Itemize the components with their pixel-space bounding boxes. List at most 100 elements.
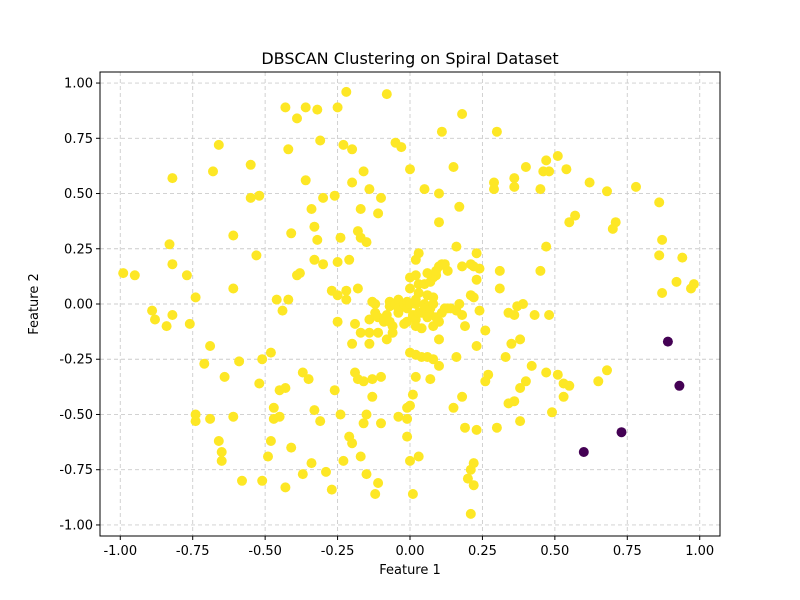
data-point	[451, 352, 462, 362]
data-point	[228, 283, 239, 294]
data-point	[547, 407, 557, 418]
data-point	[468, 458, 479, 469]
data-point	[489, 184, 499, 195]
data-point	[332, 257, 343, 267]
data-point	[526, 360, 537, 371]
data-point	[341, 285, 352, 296]
data-point	[506, 338, 517, 349]
data-point	[283, 294, 294, 305]
data-point	[216, 455, 227, 466]
data-point	[674, 380, 685, 391]
data-point	[364, 327, 375, 338]
data-point	[483, 369, 494, 380]
data-point	[280, 383, 291, 393]
data-point	[434, 217, 444, 228]
data-point	[468, 480, 479, 491]
data-point	[434, 316, 444, 327]
data-point	[425, 374, 436, 385]
data-point	[465, 508, 476, 519]
data-point	[520, 376, 531, 387]
data-point	[257, 354, 268, 365]
data-point	[558, 391, 569, 402]
data-point	[448, 162, 459, 172]
data-point	[541, 367, 552, 378]
data-point	[494, 265, 505, 276]
data-point	[671, 276, 682, 287]
data-point	[570, 210, 581, 221]
data-point	[280, 102, 291, 113]
data-point	[373, 208, 384, 219]
data-point	[552, 151, 563, 161]
data-point	[344, 254, 355, 265]
data-point	[509, 396, 520, 407]
data-point	[428, 354, 439, 365]
y-tick-label: -0.50	[59, 408, 93, 423]
data-point	[564, 217, 575, 228]
data-point	[181, 270, 192, 281]
data-point	[263, 451, 273, 462]
data-point	[271, 294, 282, 305]
data-point	[410, 371, 421, 382]
data-point	[129, 270, 140, 281]
data-point	[402, 413, 413, 424]
data-point	[306, 204, 317, 214]
data-point	[381, 334, 392, 345]
data-point	[654, 250, 665, 261]
data-point	[329, 385, 340, 396]
data-point	[300, 175, 311, 186]
data-point	[335, 409, 346, 420]
y-tick-label: 0.25	[64, 242, 93, 257]
data-point	[297, 469, 308, 480]
data-point	[167, 173, 178, 184]
y-tick-label: -0.25	[59, 353, 93, 368]
data-point	[332, 316, 343, 327]
data-point	[329, 190, 340, 201]
data-point	[491, 126, 502, 137]
data-point	[332, 290, 343, 301]
y-axis-ticks: -1.00 -0.75 -0.50 -0.25 0.00 0.25 0.50 0.75 1.00	[59, 77, 100, 533]
data-point	[402, 431, 413, 442]
data-point	[335, 232, 346, 243]
data-point	[347, 177, 358, 188]
data-point	[306, 458, 317, 469]
data-point	[541, 155, 552, 166]
data-point	[234, 356, 245, 367]
data-point	[535, 184, 546, 195]
data-point	[283, 144, 294, 155]
x-tick-label: 0.50	[540, 544, 569, 559]
data-point	[251, 250, 262, 261]
data-point	[358, 418, 369, 429]
data-point	[364, 338, 375, 349]
data-point	[358, 376, 369, 387]
data-point	[454, 201, 465, 212]
data-point	[376, 371, 386, 382]
data-point	[361, 409, 372, 420]
data-point	[416, 323, 427, 334]
data-point	[265, 436, 276, 446]
data-point	[361, 237, 372, 248]
data-point	[561, 164, 572, 175]
data-point	[434, 188, 444, 199]
data-point	[468, 292, 479, 303]
y-tick-label: 0.00	[64, 298, 93, 313]
data-point	[205, 413, 216, 424]
x-tick-label: -1.00	[103, 544, 137, 559]
data-point	[376, 192, 386, 203]
data-point	[471, 341, 482, 351]
data-point	[564, 380, 575, 391]
data-point	[460, 422, 470, 433]
data-point	[552, 369, 563, 380]
y-tick-label: 1.00	[64, 77, 93, 92]
data-point	[688, 279, 699, 290]
data-point	[616, 427, 627, 438]
data-point	[376, 418, 386, 429]
data-point	[462, 473, 473, 484]
data-point	[405, 164, 415, 175]
data-point	[341, 294, 352, 305]
data-point	[457, 391, 468, 402]
data-point	[393, 411, 404, 422]
data-point	[338, 455, 349, 466]
data-point	[500, 352, 511, 362]
data-point	[292, 113, 302, 124]
